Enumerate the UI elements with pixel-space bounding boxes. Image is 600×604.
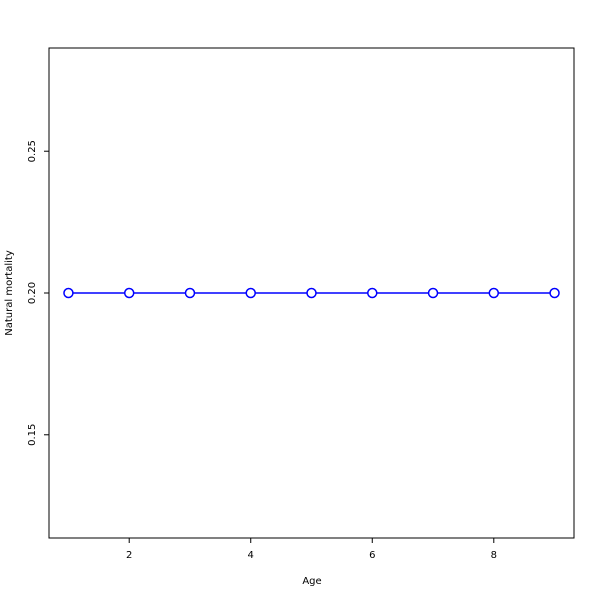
data-point	[367, 287, 378, 299]
data-point	[427, 287, 439, 299]
data-point	[549, 287, 560, 299]
x-axis-label: Age	[302, 576, 321, 587]
x-tick-label: 4	[248, 550, 254, 561]
x-tick-label: 6	[369, 550, 375, 561]
x-tick-label: 2	[126, 550, 132, 561]
data-point	[63, 287, 74, 299]
data-point	[184, 287, 196, 299]
data-point	[123, 287, 135, 299]
x-tick-label: 8	[491, 550, 497, 561]
y-tick-label: 0.15	[27, 424, 38, 446]
y-axis-label: Natural mortality	[4, 250, 15, 336]
y-tick-label: 0.20	[27, 282, 38, 304]
data-point	[245, 287, 256, 299]
y-tick-label: 0.25	[27, 140, 38, 162]
data-point	[488, 287, 500, 299]
data-point	[306, 287, 317, 299]
